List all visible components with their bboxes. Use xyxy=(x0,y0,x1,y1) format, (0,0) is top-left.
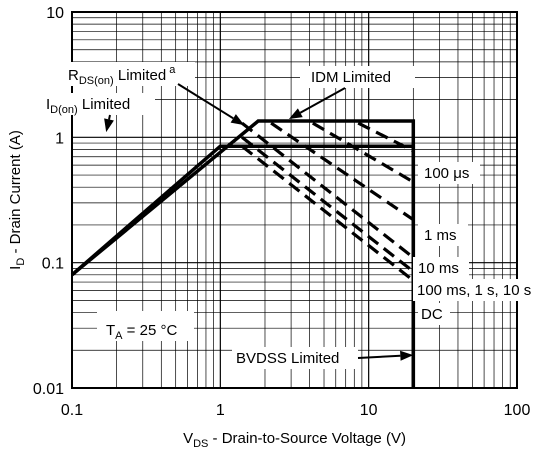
series-group xyxy=(70,119,416,388)
annotation-sup: a xyxy=(169,64,176,76)
x-tick-label: 1 xyxy=(216,402,225,419)
y-tick-label: 0.1 xyxy=(42,256,64,273)
annotation-rest: = 25 °C xyxy=(123,322,178,339)
x-tick-label: 10 xyxy=(360,402,378,419)
annotation-bg-idon xyxy=(45,93,155,115)
y-tick-label: 10 xyxy=(46,5,64,22)
x-axis-title: VDS - Drain-to-Source Voltage (V) xyxy=(183,430,406,450)
x-axis-title-sub: DS xyxy=(193,438,208,450)
annotation-bg-ta xyxy=(97,311,194,341)
annotation-sub: D(on) xyxy=(50,104,78,116)
x-tick-label: 100 xyxy=(504,402,531,419)
rds-arrow xyxy=(177,83,245,126)
annotation-lbl-1ms: 1 ms xyxy=(424,227,457,244)
series-line-2 xyxy=(70,119,416,388)
annotation-bg-lbl-100ms xyxy=(413,279,548,301)
annotation-bg-lbl-1ms xyxy=(418,224,468,246)
annotation-lbl-10ms: 10 ms xyxy=(418,260,459,277)
annotation-idon: ID(on) Limited xyxy=(46,96,130,116)
idm-arrow xyxy=(288,87,346,120)
idon-arrow xyxy=(104,114,114,133)
annotation-rest: Limited xyxy=(114,67,167,84)
y-tick-label: 1 xyxy=(55,130,64,147)
annotation-bg-bvdss xyxy=(232,347,358,369)
annotation-lbl-100ms: 100 ms, 1 s, 10 s xyxy=(417,282,531,299)
y-axis-title: ID - Drain Current (A) xyxy=(7,130,27,270)
annotation-bg-lbl-10ms xyxy=(413,257,469,279)
series-line-3 xyxy=(241,121,415,259)
x-tick-label: 0.1 xyxy=(61,402,83,419)
annotation-sub: DS(on) xyxy=(79,75,114,87)
annotation-lbl-dc: DC xyxy=(421,306,443,323)
annotation-rds: RDS(on) Limited a xyxy=(68,64,176,87)
series-line-4 xyxy=(241,136,415,273)
y-axis-title-main: I xyxy=(7,266,24,270)
series-line-5 xyxy=(241,144,415,282)
x-axis-title-main: V xyxy=(183,430,193,447)
annotation-bg-idm xyxy=(300,66,415,88)
y-axis-title-sub: D xyxy=(15,258,27,266)
series-line-6 xyxy=(270,121,415,222)
plot-frame xyxy=(71,11,518,389)
annotation-bg-rds xyxy=(65,62,195,86)
bvdss-arrow xyxy=(357,350,414,361)
annotation-sub: A xyxy=(115,330,123,342)
annotation-ta: TA = 25 °C xyxy=(106,322,177,342)
annotation-bvdss: BVDSS Limited xyxy=(236,350,339,367)
tick-labels: 0.1 1 10 100 0.01 0.1 1 10 xyxy=(33,5,531,419)
annotation-bg-lbl-100us xyxy=(418,162,480,184)
annotation-rest: Limited xyxy=(78,96,131,113)
series-line-8 xyxy=(357,121,415,153)
y-tick-label: 0.01 xyxy=(33,381,64,398)
annotation-main: R xyxy=(68,67,79,84)
annotation-main: I xyxy=(46,96,50,113)
x-axis-title-rest: - Drain-to-Source Voltage (V) xyxy=(208,430,406,447)
annotation-main: T xyxy=(106,322,115,339)
annotation-bg-lbl-dc xyxy=(418,303,450,325)
annotation-idm: IDM Limited xyxy=(311,69,391,86)
annotation-lbl-100us: 100 μs xyxy=(424,165,469,182)
y-axis-title-rest: - Drain Current (A) xyxy=(7,130,24,258)
